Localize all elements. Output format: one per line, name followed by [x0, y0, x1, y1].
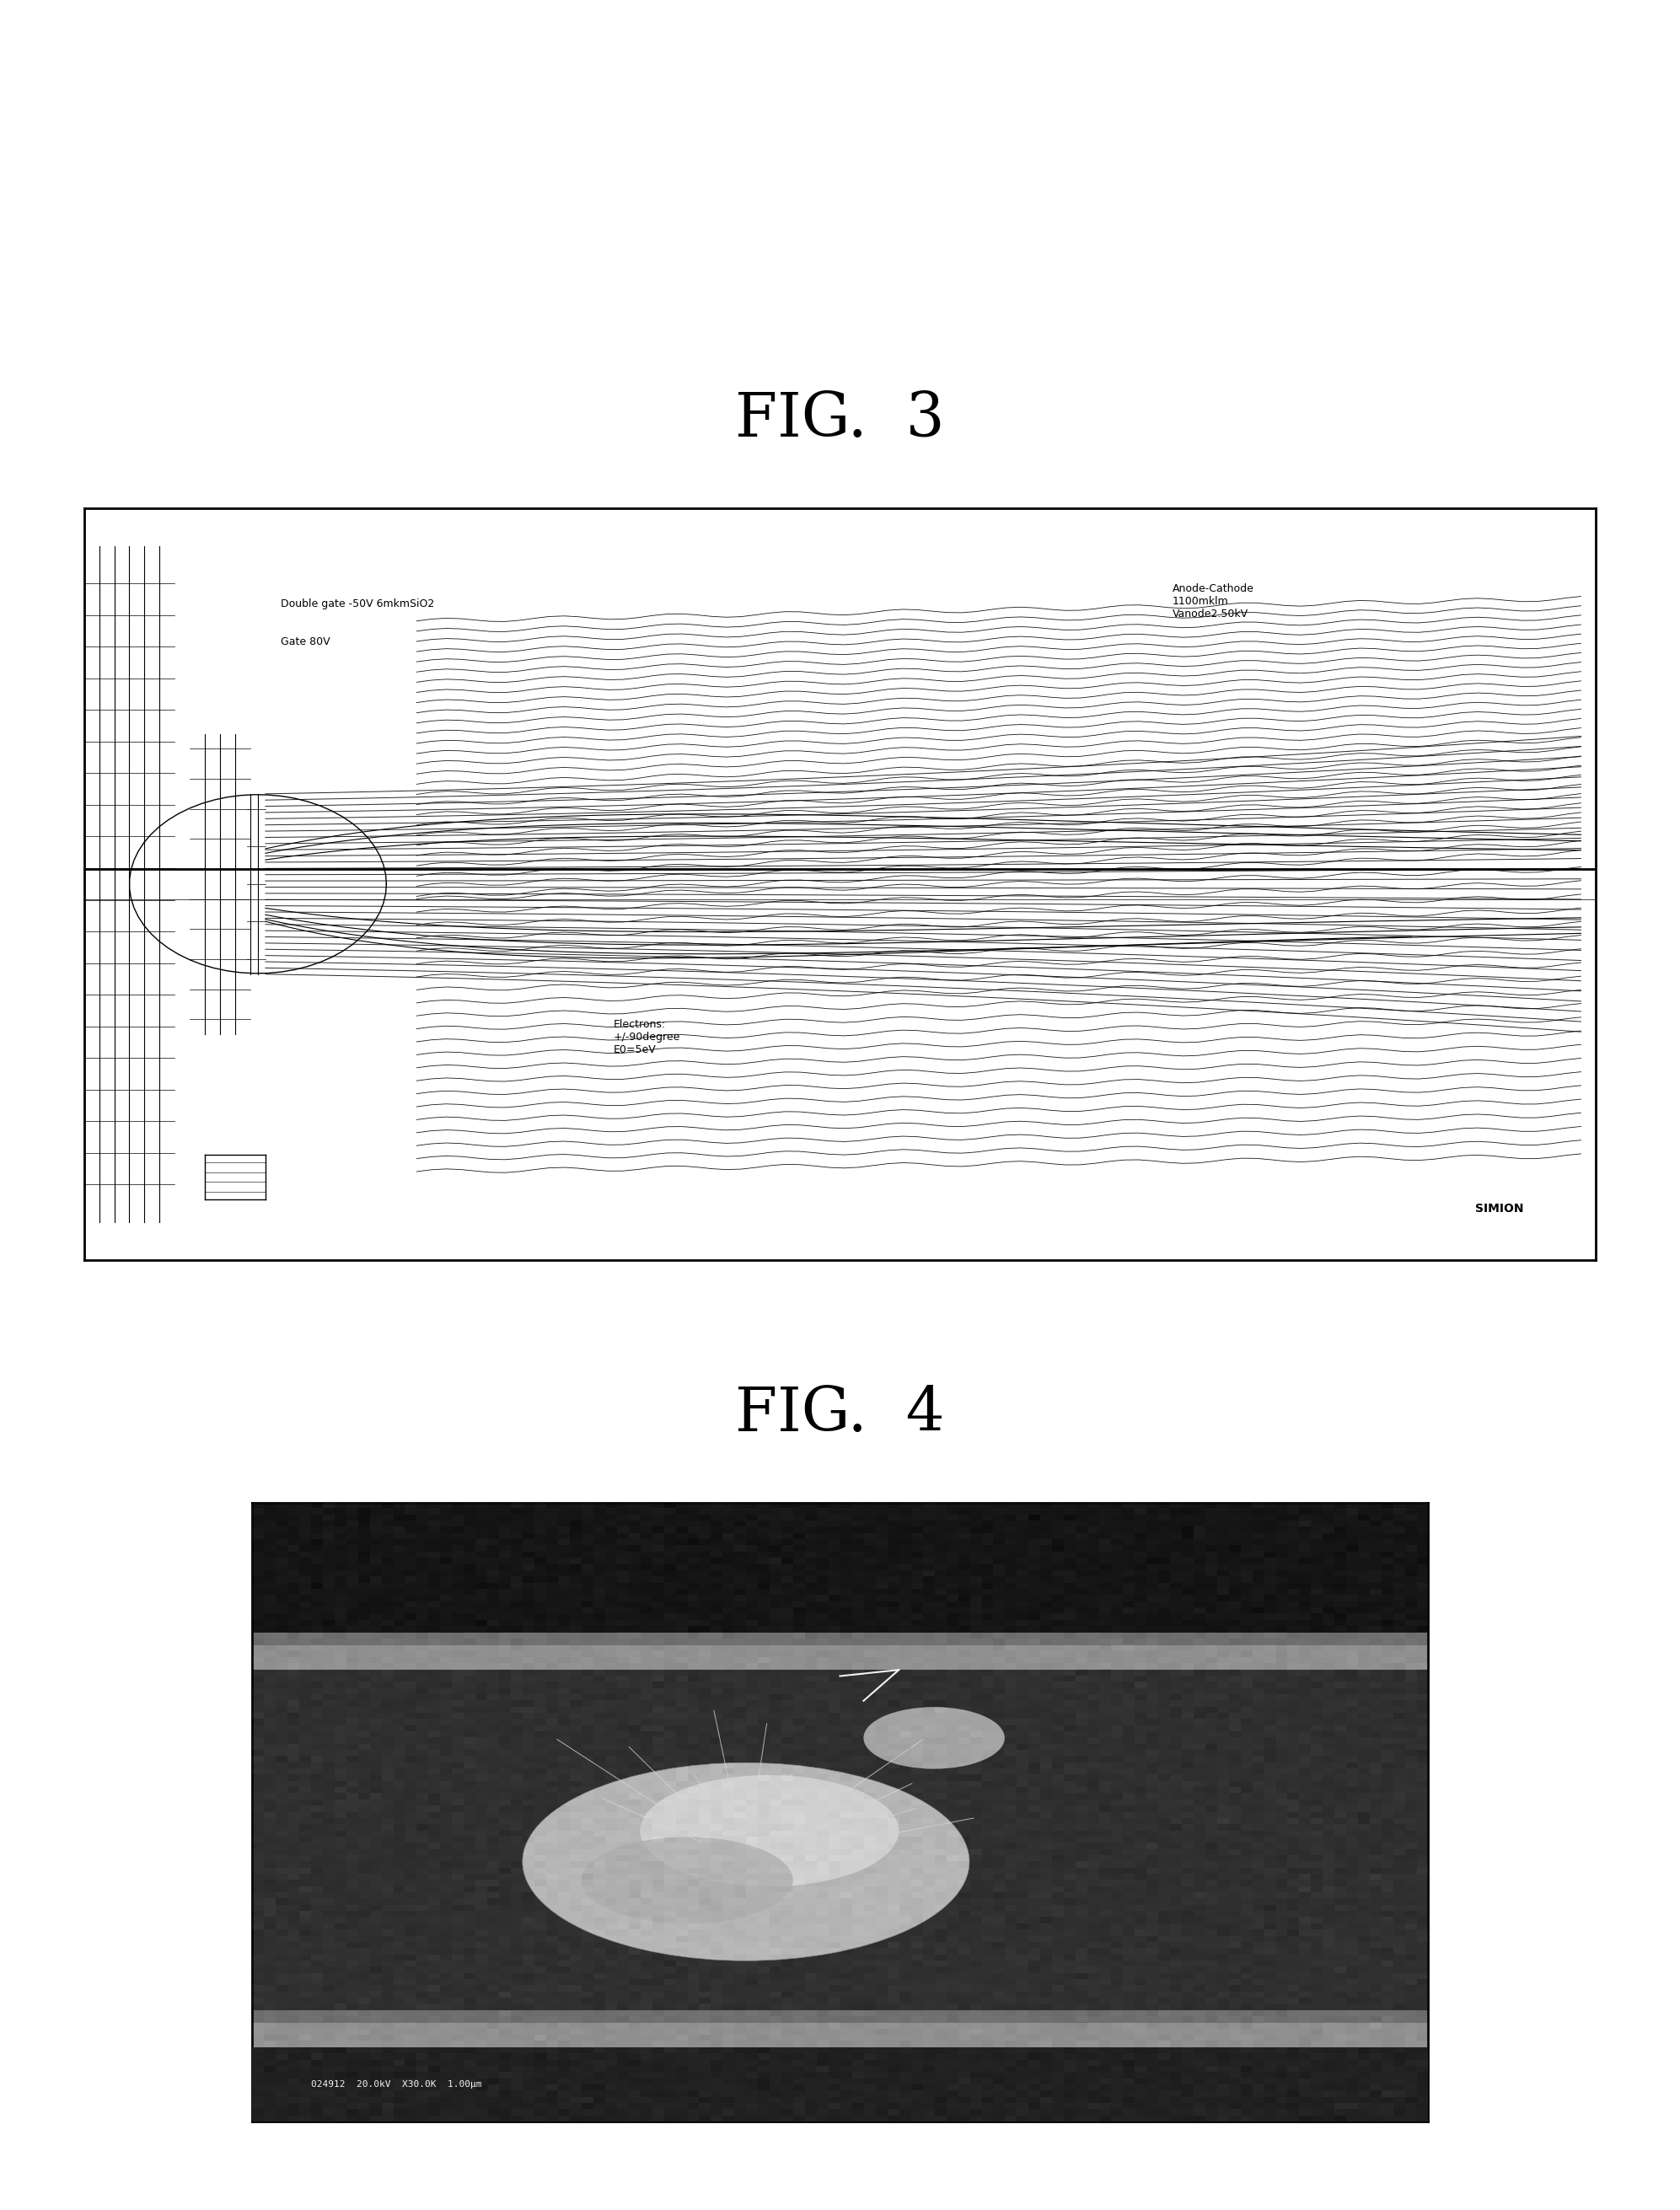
Text: Gate 80V: Gate 80V	[281, 636, 329, 648]
Bar	[252, 2004, 1428, 2046]
Bar	[252, 2022, 1428, 2046]
Text: Electrons:
+/-90degree
E0=5eV: Electrons: +/-90degree E0=5eV	[613, 1019, 680, 1056]
Bar	[252, 1671, 1428, 2011]
Text: 024912  20.0kV  X30.0K  1.00μm: 024912 20.0kV X30.0K 1.00μm	[311, 2080, 482, 2088]
Text: Double gate -50V 6mkmSiO2: Double gate -50V 6mkmSiO2	[281, 599, 433, 610]
Ellipse shape	[581, 1837, 793, 1923]
Ellipse shape	[640, 1775, 899, 1887]
Bar	[252, 1644, 1428, 1671]
Ellipse shape	[522, 1764, 969, 1960]
Text: FIG.  4: FIG. 4	[736, 1386, 944, 1443]
Bar	[252, 2046, 1428, 2122]
Ellipse shape	[864, 1706, 1005, 1768]
Text: SIMION: SIMION	[1475, 1202, 1524, 1216]
Bar	[252, 1633, 1428, 1675]
Text: FIG.  3: FIG. 3	[736, 391, 944, 449]
Text: Anode-Cathode
1100mklm
Vanode2.50kV: Anode-Cathode 1100mklm Vanode2.50kV	[1173, 583, 1255, 619]
